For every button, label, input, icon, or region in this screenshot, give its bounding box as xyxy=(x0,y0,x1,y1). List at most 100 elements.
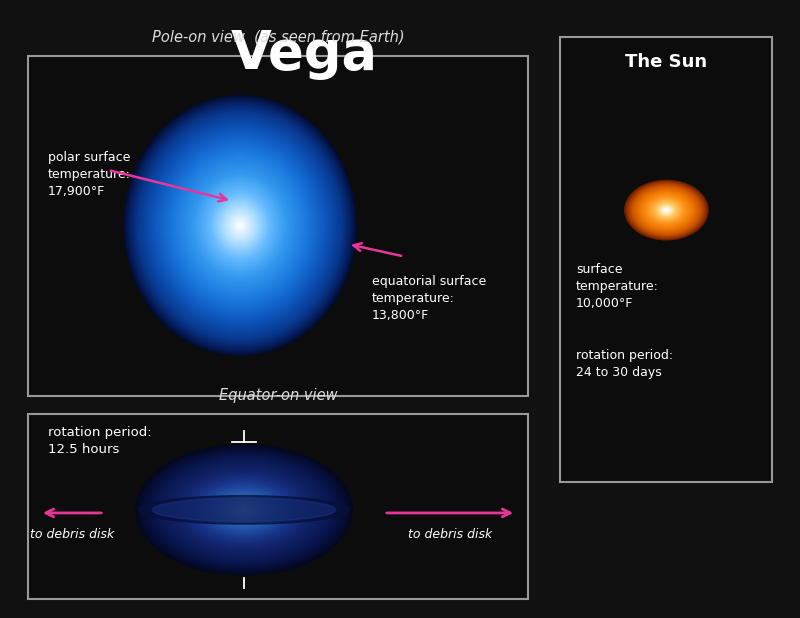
Ellipse shape xyxy=(152,498,336,522)
Ellipse shape xyxy=(184,163,296,289)
Ellipse shape xyxy=(183,473,305,546)
Ellipse shape xyxy=(141,115,339,336)
Ellipse shape xyxy=(638,190,695,231)
Ellipse shape xyxy=(142,449,346,571)
Ellipse shape xyxy=(237,506,251,514)
Ellipse shape xyxy=(194,174,286,277)
Ellipse shape xyxy=(643,193,690,227)
Ellipse shape xyxy=(170,147,310,304)
Ellipse shape xyxy=(193,479,295,541)
Ellipse shape xyxy=(639,191,694,229)
Ellipse shape xyxy=(206,487,282,533)
Ellipse shape xyxy=(224,208,256,243)
Ellipse shape xyxy=(189,476,299,543)
Ellipse shape xyxy=(214,492,274,528)
Ellipse shape xyxy=(137,446,351,574)
Ellipse shape xyxy=(201,182,279,269)
Ellipse shape xyxy=(157,132,323,319)
Ellipse shape xyxy=(147,122,333,329)
Ellipse shape xyxy=(165,462,323,557)
Ellipse shape xyxy=(645,195,688,226)
Ellipse shape xyxy=(166,143,314,308)
Ellipse shape xyxy=(140,447,348,572)
Ellipse shape xyxy=(130,103,350,348)
Ellipse shape xyxy=(170,465,318,554)
Ellipse shape xyxy=(175,468,313,551)
Ellipse shape xyxy=(215,493,273,527)
Ellipse shape xyxy=(641,192,692,229)
Ellipse shape xyxy=(235,505,253,515)
Ellipse shape xyxy=(187,167,293,284)
Ellipse shape xyxy=(222,497,266,523)
Ellipse shape xyxy=(186,475,302,544)
Ellipse shape xyxy=(145,119,335,332)
Ellipse shape xyxy=(143,117,337,334)
Ellipse shape xyxy=(631,185,702,235)
Ellipse shape xyxy=(638,190,694,230)
Ellipse shape xyxy=(218,201,262,250)
Ellipse shape xyxy=(666,210,667,211)
Ellipse shape xyxy=(150,125,330,326)
Ellipse shape xyxy=(661,206,672,214)
Ellipse shape xyxy=(161,137,319,314)
Ellipse shape xyxy=(203,486,285,534)
Ellipse shape xyxy=(170,465,318,554)
Ellipse shape xyxy=(195,176,285,276)
Ellipse shape xyxy=(210,192,270,259)
Ellipse shape xyxy=(219,203,261,248)
Ellipse shape xyxy=(125,97,355,354)
Ellipse shape xyxy=(199,483,289,537)
Ellipse shape xyxy=(177,155,303,296)
Ellipse shape xyxy=(224,498,264,522)
Ellipse shape xyxy=(155,457,333,563)
Ellipse shape xyxy=(228,500,260,520)
Ellipse shape xyxy=(230,501,258,519)
Ellipse shape xyxy=(200,484,288,536)
Ellipse shape xyxy=(207,189,273,262)
Ellipse shape xyxy=(214,197,266,254)
Ellipse shape xyxy=(239,507,249,513)
Ellipse shape xyxy=(144,450,344,570)
Ellipse shape xyxy=(138,112,342,339)
Ellipse shape xyxy=(229,213,251,239)
Ellipse shape xyxy=(178,156,302,295)
Ellipse shape xyxy=(167,464,321,556)
Ellipse shape xyxy=(638,190,694,231)
Ellipse shape xyxy=(164,462,324,558)
Ellipse shape xyxy=(210,490,278,530)
Ellipse shape xyxy=(650,198,683,222)
Ellipse shape xyxy=(656,203,677,218)
Ellipse shape xyxy=(242,509,246,511)
Ellipse shape xyxy=(139,112,341,339)
Ellipse shape xyxy=(197,481,291,538)
Ellipse shape xyxy=(232,216,248,235)
Ellipse shape xyxy=(196,176,284,275)
Ellipse shape xyxy=(642,192,691,228)
Text: Pole-on view  (as seen from Earth): Pole-on view (as seen from Earth) xyxy=(152,30,404,44)
Ellipse shape xyxy=(661,206,672,214)
Ellipse shape xyxy=(637,189,696,231)
Ellipse shape xyxy=(647,197,686,224)
Ellipse shape xyxy=(210,489,278,531)
Ellipse shape xyxy=(171,149,309,302)
Ellipse shape xyxy=(638,190,694,230)
Ellipse shape xyxy=(229,501,259,519)
Ellipse shape xyxy=(625,180,708,240)
Ellipse shape xyxy=(197,177,283,274)
Ellipse shape xyxy=(219,495,269,525)
Ellipse shape xyxy=(195,481,293,539)
Ellipse shape xyxy=(643,194,690,226)
Ellipse shape xyxy=(189,169,291,282)
Ellipse shape xyxy=(141,114,339,337)
Ellipse shape xyxy=(650,198,683,222)
Ellipse shape xyxy=(137,110,343,341)
Ellipse shape xyxy=(209,191,271,260)
Ellipse shape xyxy=(178,156,302,295)
Ellipse shape xyxy=(162,461,326,559)
Ellipse shape xyxy=(179,158,301,294)
Ellipse shape xyxy=(230,502,258,518)
Ellipse shape xyxy=(161,137,319,315)
Text: Equator-on view: Equator-on view xyxy=(218,388,338,403)
Ellipse shape xyxy=(156,132,324,320)
Ellipse shape xyxy=(130,102,350,349)
